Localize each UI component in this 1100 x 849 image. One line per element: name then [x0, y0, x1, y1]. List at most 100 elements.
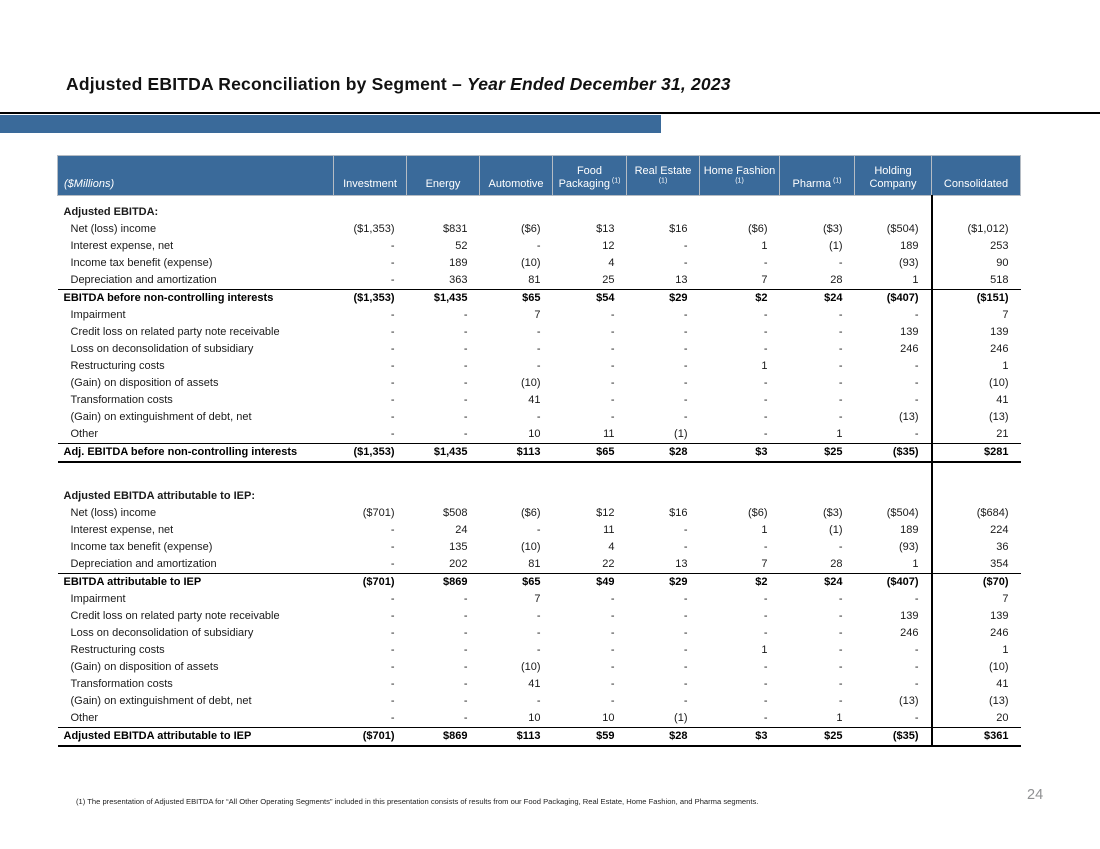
value-cell: - — [390, 609, 395, 622]
value-cell: - — [390, 359, 395, 372]
value-cell: - — [610, 325, 615, 338]
column-header: Home Fashion (1) — [699, 155, 780, 196]
row-label: Interest expense, net — [70, 239, 174, 252]
table-header: ($Millions) Investment Energy Automotive Foo… — [57, 155, 1021, 196]
value-cell: - — [763, 410, 768, 423]
row-label: Depreciation and amortization — [70, 273, 217, 286]
value-cell: - — [390, 626, 395, 639]
value-cell: - — [838, 677, 843, 690]
row-label: Interest expense, net — [70, 523, 174, 536]
value-cell: 139 — [900, 609, 919, 622]
table-row: Transformation costs - -41- - - - -41 — [58, 675, 1021, 693]
value-cell: 36 — [930, 538, 1021, 556]
row-label: Credit loss on related party note receiv… — [70, 609, 280, 622]
value-cell: 202 — [449, 557, 468, 570]
value-cell: 28 — [830, 273, 843, 286]
value-cell: - — [763, 677, 768, 690]
value-cell: - — [536, 342, 541, 355]
value-cell: - — [838, 694, 843, 707]
column-header: Pharma (1) — [779, 155, 855, 196]
value-cell: - — [683, 239, 688, 252]
value-cell: - — [610, 342, 615, 355]
value-cell: - — [683, 540, 688, 553]
value-cell: $831 — [443, 222, 468, 235]
value-cell: 20 — [930, 709, 1021, 727]
table-row: (Gain) on extinguishment of debt, net - - -… — [58, 692, 1021, 710]
value-cell: - — [463, 410, 468, 423]
value-cell: $869 — [406, 726, 480, 747]
spacer-row — [58, 195, 1021, 204]
value-cell: 25 — [602, 273, 615, 286]
value-cell: $65 — [552, 442, 627, 463]
value-cell: - — [463, 626, 468, 639]
row-label: Other — [70, 711, 99, 724]
row-label: Depreciation and amortization — [70, 557, 217, 570]
value-cell: (13) — [898, 694, 919, 707]
row-label: Net (loss) income — [70, 506, 157, 519]
column-header: Automotive — [479, 155, 553, 196]
row-label: Impairment — [70, 308, 126, 321]
value-cell: (10) — [520, 660, 541, 673]
value-cell: 354 — [930, 555, 1021, 573]
section-header-row: Adjusted EBITDA: — [58, 203, 1021, 221]
value-cell: 81 — [528, 273, 541, 286]
table-row: Depreciation and amortization - 363 81 25 13 7… — [58, 271, 1021, 289]
value-cell: - — [390, 540, 395, 553]
value-cell: (13) — [930, 692, 1021, 710]
value-cell: 363 — [449, 273, 468, 286]
value-cell: - — [914, 643, 919, 656]
value-cell: - — [610, 359, 615, 372]
value-cell: 41 — [930, 391, 1021, 409]
value-cell: 1 — [930, 357, 1021, 375]
value-cell: - — [838, 308, 843, 321]
value-cell: - — [683, 376, 688, 389]
value-cell: 7 — [761, 273, 768, 286]
value-cell: $1,435 — [406, 288, 480, 307]
value-cell: - — [390, 376, 395, 389]
value-cell: - — [763, 342, 768, 355]
value-cell: 1 — [761, 523, 768, 536]
row-label: Other — [70, 427, 99, 440]
value-cell: (1) — [674, 427, 688, 440]
column-header-unit: ($Millions) — [57, 155, 334, 196]
value-cell: ($1,353) — [333, 442, 407, 463]
row-label: Impairment — [70, 592, 126, 605]
value-cell: - — [536, 325, 541, 338]
value-cell: - — [763, 393, 768, 406]
value-cell: - — [838, 660, 843, 673]
value-cell: - — [914, 359, 919, 372]
value-cell: - — [683, 342, 688, 355]
value-cell: (13) — [930, 408, 1021, 426]
column-header: Investment — [333, 155, 407, 196]
table-row: Interest expense, net - 52 - 12 - 1 (1) 189 253 — [58, 237, 1021, 255]
value-cell: 52 — [455, 239, 468, 252]
table-row: Restructuring costs - - - - -1- -1 — [58, 641, 1021, 659]
section-header-row: Adjusted EBITDA attributable to IEP: — [58, 487, 1021, 505]
value-cell: $54 — [552, 288, 627, 307]
value-cell: 4 — [608, 540, 615, 553]
value-cell: ($70) — [930, 572, 1021, 591]
value-cell: 13 — [675, 273, 688, 286]
value-cell: - — [390, 694, 395, 707]
value-cell: - — [763, 540, 768, 553]
value-cell: - — [390, 711, 395, 724]
value-cell: - — [683, 643, 688, 656]
value-cell: - — [763, 711, 768, 724]
value-cell: $16 — [669, 222, 688, 235]
value-cell: 189 — [900, 523, 919, 536]
row-label: Income tax benefit (expense) — [70, 540, 213, 553]
column-header: Consolidated — [931, 155, 1021, 196]
table-row: Net (loss) income ($701) $508 ($6) $12 $16 ($6… — [58, 504, 1021, 522]
value-cell: (1) — [674, 711, 688, 724]
value-cell: 10 — [602, 711, 615, 724]
row-label: Transformation costs — [70, 677, 173, 690]
value-cell: $25 — [779, 442, 855, 463]
value-cell: - — [838, 609, 843, 622]
value-cell: $3 — [699, 726, 780, 747]
value-cell: - — [610, 592, 615, 605]
value-cell: (1) — [829, 523, 843, 536]
value-cell: 1 — [761, 643, 768, 656]
value-cell: - — [463, 660, 468, 673]
value-cell: - — [838, 410, 843, 423]
value-cell: ($701) — [362, 506, 395, 519]
